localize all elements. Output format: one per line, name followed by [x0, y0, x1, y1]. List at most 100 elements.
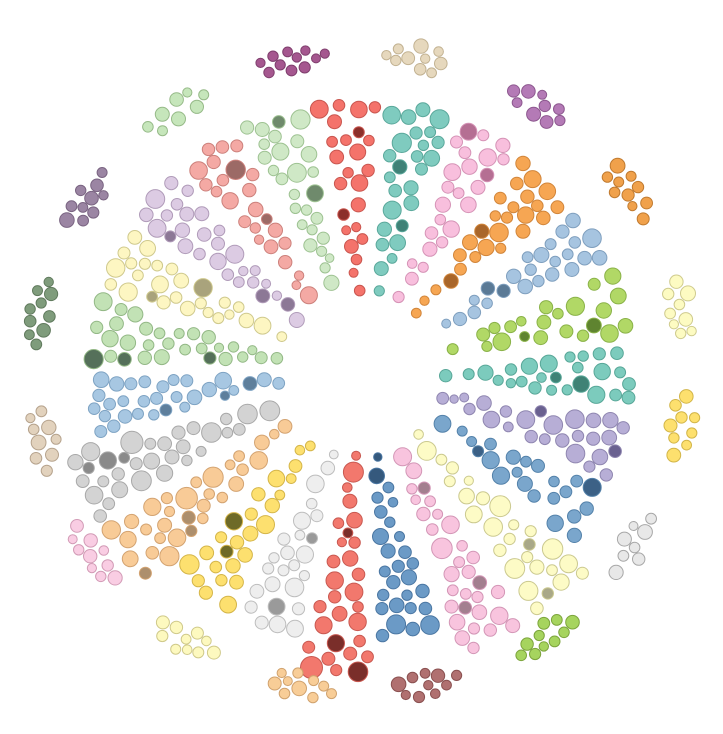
bubble	[588, 386, 605, 403]
bubble	[527, 107, 541, 121]
bubble	[374, 453, 382, 461]
bubble	[199, 586, 212, 599]
bubble	[420, 668, 430, 678]
bubble	[553, 308, 564, 319]
bubble	[542, 539, 562, 559]
bubble	[265, 498, 279, 512]
bubble	[278, 565, 289, 576]
bubble	[506, 379, 515, 388]
bubble	[534, 630, 544, 640]
bubble	[682, 440, 692, 450]
bubble	[283, 47, 293, 57]
bubble	[521, 638, 533, 650]
bubble	[571, 475, 583, 487]
bubble	[387, 576, 400, 589]
bubble	[421, 616, 440, 635]
bubble	[343, 494, 357, 508]
bubble	[410, 127, 422, 139]
bubble	[454, 249, 467, 262]
bubble	[544, 416, 563, 435]
bubble	[221, 413, 232, 424]
bubble	[170, 292, 182, 304]
bubble	[347, 512, 363, 528]
bubble	[85, 486, 103, 504]
bubble	[304, 239, 317, 252]
bubble	[506, 619, 520, 633]
bubble	[168, 375, 179, 386]
bubble	[187, 390, 202, 405]
bubble	[383, 482, 394, 493]
bubble	[503, 422, 513, 432]
bubble	[181, 375, 193, 387]
bubble	[256, 58, 265, 67]
bubble	[176, 487, 198, 509]
bubble	[577, 330, 588, 341]
bubble	[343, 528, 353, 538]
outer-cluster-o06	[609, 513, 656, 579]
bubble	[520, 332, 530, 342]
bubble	[457, 541, 468, 552]
bubble	[566, 297, 584, 315]
bubble	[383, 201, 401, 219]
bubble	[473, 446, 484, 457]
bubble	[609, 565, 623, 579]
bubble	[437, 392, 449, 404]
bubble	[78, 215, 89, 226]
bubble	[170, 93, 184, 107]
bubble	[84, 534, 97, 547]
bubble	[663, 288, 674, 299]
bubble	[250, 266, 260, 276]
bubble	[545, 239, 556, 250]
bubble	[406, 622, 420, 636]
bubble	[268, 165, 278, 175]
bubble	[592, 449, 608, 465]
bubble	[307, 533, 318, 544]
bubble	[641, 197, 653, 209]
bubble	[586, 413, 601, 428]
inner-ring-clusters	[68, 100, 636, 682]
bubble	[550, 256, 561, 267]
inner-cluster-g18	[88, 372, 284, 438]
bubble	[594, 363, 610, 379]
bubble	[160, 547, 179, 566]
bubble	[464, 403, 475, 414]
bubble	[204, 489, 215, 500]
bubble	[489, 322, 500, 333]
bubble	[388, 498, 398, 508]
bubble	[473, 576, 487, 590]
bubble	[329, 591, 341, 603]
bubble	[547, 385, 557, 395]
bubble	[567, 528, 581, 542]
bubble	[349, 613, 366, 630]
bubble	[108, 571, 122, 585]
bubble	[108, 420, 120, 432]
bubble	[350, 144, 366, 160]
bubble	[130, 458, 142, 470]
bubble	[226, 559, 240, 573]
bubble	[293, 668, 303, 678]
bubble	[132, 471, 152, 491]
bubble	[609, 187, 620, 198]
bubble	[146, 547, 159, 560]
bubble	[219, 352, 232, 365]
bubble	[166, 263, 178, 275]
bubble	[468, 306, 481, 319]
bubble	[194, 279, 212, 297]
bubble	[517, 411, 535, 429]
bubble	[519, 581, 538, 600]
bubble	[434, 47, 444, 57]
bubble	[421, 54, 430, 63]
bubble	[573, 362, 584, 373]
bubble	[195, 298, 206, 309]
bubble	[264, 67, 274, 77]
bubble	[36, 298, 46, 308]
bubble	[203, 307, 213, 317]
bubble	[303, 641, 315, 653]
bubble	[269, 130, 282, 143]
bubble	[186, 525, 197, 536]
bubble	[180, 207, 194, 221]
bubble	[390, 235, 406, 251]
bubble	[407, 259, 417, 269]
bubble	[147, 291, 158, 302]
bubble	[256, 289, 270, 303]
